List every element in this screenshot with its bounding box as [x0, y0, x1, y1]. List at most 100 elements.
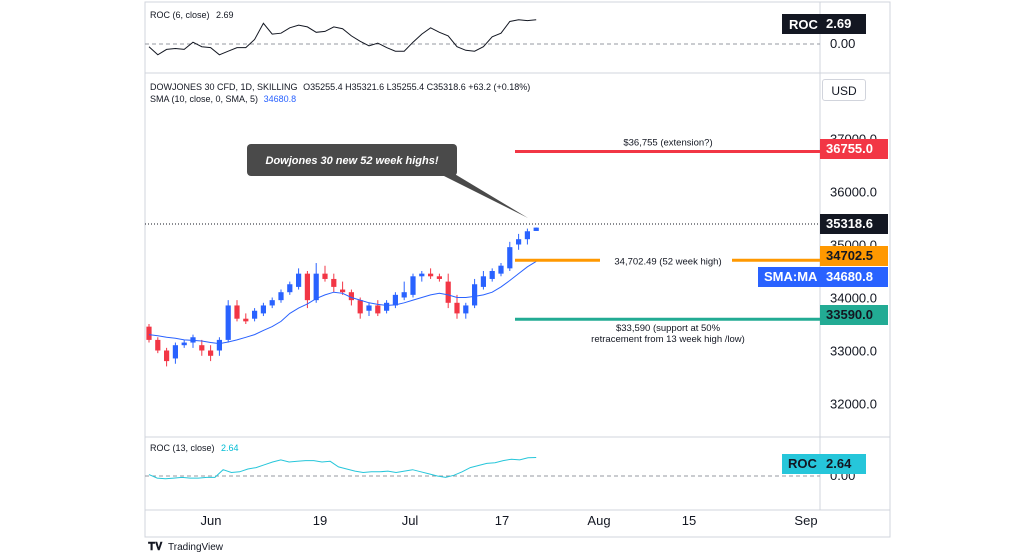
candle — [498, 263, 504, 277]
level-line-group[interactable]: 34,702.49 (52 week high) — [515, 256, 820, 267]
candle-body — [472, 284, 478, 306]
roc6-tag-value: 2.69 — [826, 16, 852, 31]
sma-axis-label-tag: SMA:MA — [758, 267, 824, 287]
price-series — [146, 227, 539, 367]
roc13-axis-tag: ROC — [782, 454, 823, 474]
candle — [313, 263, 319, 303]
callout-text: Dowjones 30 new 52 week highs! — [266, 155, 439, 167]
candle — [410, 273, 416, 298]
candle — [401, 281, 407, 301]
candle — [357, 297, 363, 319]
time-tick-label: 17 — [495, 513, 509, 528]
candle-body — [489, 271, 495, 279]
roc6-line — [148, 19, 537, 56]
price-tick-label: 33000.0 — [830, 344, 877, 359]
candle — [243, 313, 249, 324]
symbol-legend[interactable]: DOWJONES 30 CFD, 1D, SKILLING O35255.4 H… — [150, 82, 530, 92]
roc13-series — [148, 457, 537, 480]
tradingview-logo-icon: 𝐓𝐕 — [148, 541, 163, 553]
roc6-axis-tag: ROC — [782, 14, 825, 34]
candle — [480, 271, 486, 290]
level-tag-52wk-high-value: 34702.5 — [826, 248, 873, 263]
candle — [445, 273, 451, 309]
candle — [172, 342, 178, 364]
candle-body — [392, 294, 398, 306]
candle-body — [234, 305, 240, 319]
level-tag-support: 33590.0 — [820, 305, 888, 325]
candle — [507, 241, 513, 271]
roc13-tag-value: 2.64 — [826, 456, 852, 471]
level-lines: $36,755 (extension?) 34,702.49 (52 week h… — [515, 137, 820, 345]
sma-line — [148, 260, 537, 345]
sma-tag-value: 34680.8 — [826, 269, 873, 284]
chart-frame — [144, 1, 891, 538]
time-tick-label: 19 — [313, 513, 327, 528]
candle-body — [199, 345, 205, 351]
candle-body — [260, 305, 266, 314]
candle — [164, 347, 170, 367]
time-tick-label: Sep — [794, 513, 817, 528]
candle-body — [296, 273, 302, 287]
time-tick-label: Jun — [201, 513, 222, 528]
candle — [304, 271, 310, 309]
candle — [366, 302, 372, 317]
candle-body — [287, 284, 293, 293]
last-price-value: 35318.6 — [826, 216, 873, 231]
candle — [533, 227, 539, 231]
candle-body — [164, 350, 170, 362]
candle-body — [419, 273, 425, 277]
candle-body — [216, 339, 222, 351]
candle — [269, 297, 275, 309]
candle — [384, 300, 390, 314]
candle — [208, 345, 214, 362]
candle — [340, 281, 346, 295]
candle-body — [243, 318, 249, 322]
candle-body — [533, 227, 539, 231]
candle — [190, 334, 196, 348]
roc6-legend[interactable]: ROC (6, close) 2.69 — [150, 10, 234, 20]
candle-body — [445, 281, 451, 303]
time-tick-label: 15 — [682, 513, 696, 528]
candle — [260, 302, 266, 317]
level-line-group[interactable]: $33,590 (support at 50%retracement from … — [515, 317, 820, 345]
roc13-tag-label: ROC — [788, 456, 817, 471]
symbol-name: DOWJONES 30 CFD, 1D, SKILLING — [150, 82, 298, 92]
candle-body — [340, 289, 346, 293]
sma-legend-value: 34680.8 — [263, 94, 297, 104]
tradingview-branding[interactable]: 𝐓𝐕 TradingView — [148, 541, 223, 554]
level-label: retracement from 13 week high /low) — [591, 334, 745, 345]
candle — [252, 308, 258, 322]
candle-body — [172, 345, 178, 359]
candle-body — [155, 339, 161, 351]
roc13-axis-value: 2.64 — [820, 454, 866, 474]
candle-body — [480, 276, 486, 287]
time-axis-ticks: Jun 19 Jul 17 Aug 15 Sep — [201, 513, 818, 528]
candle — [524, 228, 530, 245]
sma-legend-label: SMA (10, close, 0, SMA, 5) — [150, 94, 259, 104]
candle-body — [524, 231, 530, 240]
price-tick-label: 36000.0 — [830, 185, 877, 200]
candle-body — [454, 302, 460, 314]
candle-body — [384, 302, 390, 311]
candle-body — [375, 305, 381, 314]
candle — [489, 268, 495, 282]
currency-button[interactable]: USD — [822, 79, 866, 101]
candle-body — [252, 310, 258, 319]
callout-box — [247, 144, 457, 176]
candle-body — [278, 292, 284, 301]
candle — [428, 268, 434, 279]
candle-body — [498, 265, 504, 274]
level-line-group[interactable]: $36,755 (extension?) — [515, 137, 820, 153]
roc13-legend[interactable]: ROC (13, close) 2.64 — [150, 443, 239, 453]
price-tick-label: 32000.0 — [830, 397, 877, 412]
roc6-legend-value: 2.69 — [216, 10, 234, 20]
candle-body — [313, 273, 319, 301]
candle — [463, 302, 469, 319]
candle-body — [366, 305, 372, 311]
candle-body — [357, 300, 363, 314]
candle — [516, 233, 522, 250]
candle-body — [269, 300, 275, 306]
annotation-callout[interactable]: Dowjones 30 new 52 week highs! — [247, 144, 528, 218]
candle-body — [322, 273, 328, 279]
sma-legend[interactable]: SMA (10, close, 0, SMA, 5) 34680.8 — [150, 94, 296, 104]
